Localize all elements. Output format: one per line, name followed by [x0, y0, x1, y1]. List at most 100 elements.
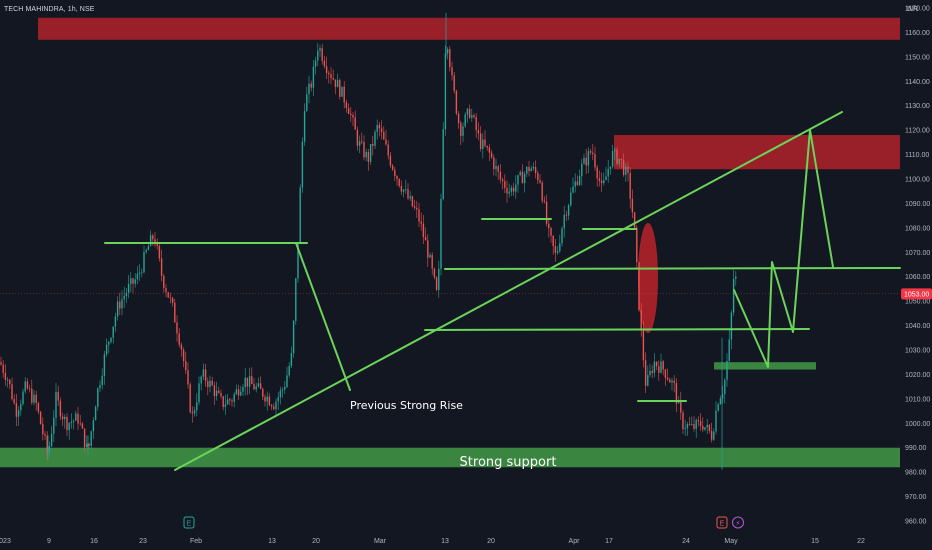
candle-body [383, 132, 385, 140]
candle-body [264, 396, 266, 402]
price-tick-label: 980.00 [905, 470, 927, 477]
gap-highlight-ellipse[interactable] [638, 223, 658, 333]
price-axis[interactable]: 960.00 970.00 980.00 990.00 1000.00 1010.00 10… [905, 6, 930, 526]
candle-body [218, 390, 220, 393]
candle-body [457, 113, 460, 124]
price-tick-label: 1010.00 [905, 396, 930, 403]
candle-body [44, 434, 46, 436]
candle-body [2, 364, 4, 373]
time-tick-label: 24 [682, 538, 690, 545]
price-tick-label: 1130.00 [905, 103, 930, 110]
resistance-zone[interactable] [38, 17, 900, 40]
horizontal-level-1041[interactable] [424, 328, 810, 331]
candle-body [290, 353, 293, 367]
candle-body [578, 176, 581, 185]
time-tick-label: 9 [47, 538, 51, 545]
candle-body [600, 180, 603, 184]
candle-body [319, 48, 321, 51]
candle-body [735, 276, 737, 279]
candle-body [350, 113, 352, 116]
candle-body [512, 187, 515, 192]
candle-body [438, 268, 440, 290]
candle-body [114, 316, 117, 327]
candle-body [409, 196, 411, 199]
candle-body [655, 361, 658, 367]
candle-body [235, 389, 238, 395]
time-tick-label: 20 [312, 538, 320, 545]
support-zone[interactable] [714, 362, 816, 370]
candle-body [433, 268, 436, 278]
candle-body [567, 205, 570, 216]
candle-body [598, 178, 601, 181]
candle-body [625, 166, 627, 175]
price-tick-label: 960.00 [905, 519, 927, 526]
candle-body [35, 394, 37, 404]
earnings-marker-icon[interactable]: E [716, 516, 728, 529]
previous-rise-line[interactable] [295, 242, 351, 391]
candle-body [266, 396, 268, 402]
svg-text:E: E [720, 521, 725, 528]
time-tick-label: 20 [487, 538, 495, 545]
candle-body [719, 398, 722, 405]
earnings-marker-icon[interactable]: E [183, 516, 195, 529]
candle-body [284, 387, 286, 390]
candle-body [446, 49, 449, 54]
candle-body [108, 341, 110, 345]
candle-body [9, 379, 11, 385]
candle-body [306, 94, 308, 111]
candle-body [26, 381, 29, 389]
candle-body [136, 273, 139, 280]
candle-body [658, 366, 660, 373]
candle-body [389, 155, 392, 166]
candle-body [592, 152, 594, 155]
candle-body [427, 240, 429, 258]
projection-path[interactable] [733, 129, 834, 368]
candle-body [119, 301, 121, 309]
candle-body [222, 396, 224, 407]
candle-body [642, 329, 645, 361]
candle-body [202, 369, 205, 377]
candle-body [616, 149, 618, 164]
support-trendline[interactable] [174, 111, 843, 471]
candle-body [526, 166, 528, 174]
candle-body [664, 369, 667, 378]
candle-body [68, 422, 70, 431]
candle-body [534, 167, 537, 173]
resistance-zone[interactable] [614, 135, 900, 170]
candle-body [233, 394, 235, 402]
candle-body [160, 258, 163, 276]
candle-body [440, 198, 442, 269]
support-zone[interactable] [0, 447, 900, 468]
candle-body [209, 380, 211, 388]
candle-body [178, 333, 180, 345]
candle-body [270, 405, 273, 407]
candle-body [207, 381, 209, 388]
candle-body [482, 139, 484, 149]
candle-body [405, 189, 407, 191]
split-marker-icon[interactable]: ⚡ [732, 516, 744, 529]
price-tick-label: 1170.00 [905, 6, 930, 13]
candle-body [435, 277, 438, 290]
candle-body [691, 424, 693, 425]
candle-body [550, 228, 552, 236]
candle-body [418, 209, 420, 222]
candle-body [105, 344, 108, 355]
candle-body [490, 152, 493, 158]
candle-body [251, 376, 253, 385]
candle-body [55, 391, 57, 418]
candle-body [576, 181, 579, 185]
time-axis[interactable]: 023 9 16 23 Feb 13 20 Mar 13 20 Apr 17 24 May 15 22 [0, 538, 865, 545]
price-tick-label: 1080.00 [905, 225, 930, 232]
time-tick-label: Feb [190, 538, 202, 545]
candle-body [662, 361, 664, 370]
candle-body [515, 184, 517, 192]
candle-body [556, 251, 559, 253]
horizontal-level-1066[interactable] [444, 267, 901, 270]
candle-body [559, 243, 561, 252]
candle-body [589, 151, 592, 153]
candle-body [693, 424, 695, 429]
candle-body [215, 390, 218, 397]
candle-body [561, 228, 563, 244]
candle-body [552, 235, 554, 247]
